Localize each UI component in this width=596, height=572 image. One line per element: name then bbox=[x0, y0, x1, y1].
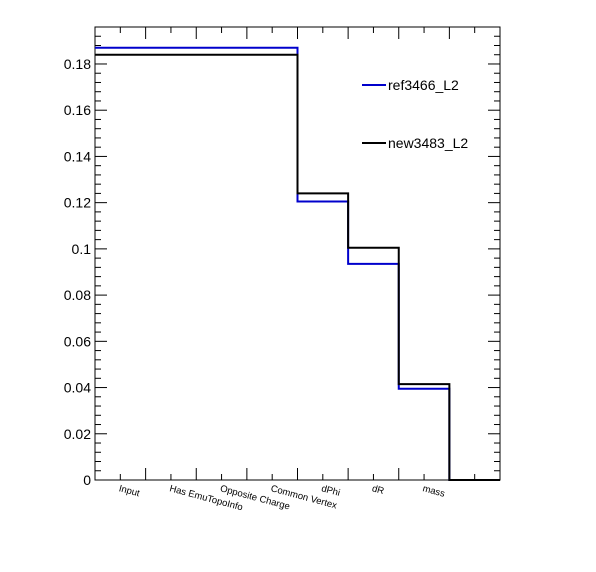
legend-entry-label: new3483_L2 bbox=[388, 135, 468, 151]
y-tick-label: 0.02 bbox=[64, 426, 91, 442]
x-category-label: mass bbox=[421, 483, 446, 500]
y-axis: 0 0.02 0.04 0.06 0.08 0.1 0.12 0.14 0.16 0.18 bbox=[64, 26, 500, 488]
y-tick-label: 0.08 bbox=[64, 287, 91, 303]
y-tick-label: 0.18 bbox=[64, 56, 91, 72]
legend-entry-label: ref3466_L2 bbox=[388, 77, 459, 93]
y-tick-label: 0.04 bbox=[64, 380, 91, 396]
y-tick-label: 0.16 bbox=[64, 102, 91, 118]
y-tick-label: 0.12 bbox=[64, 195, 91, 211]
legend: ref3466_L2 new3483_L2 bbox=[362, 77, 468, 151]
x-category-label: dR bbox=[371, 483, 386, 497]
series-layer bbox=[95, 46, 500, 481]
y-tick-label: 0.1 bbox=[72, 241, 92, 257]
x-category-label: dPhi bbox=[320, 483, 341, 499]
x-category-label: Input bbox=[118, 483, 142, 499]
y-tick-label: 0 bbox=[83, 472, 91, 488]
y-tick-label: 0.06 bbox=[64, 333, 91, 349]
series-line-new3483-l2 bbox=[95, 53, 500, 481]
y-tick-label: 0.14 bbox=[64, 148, 91, 164]
